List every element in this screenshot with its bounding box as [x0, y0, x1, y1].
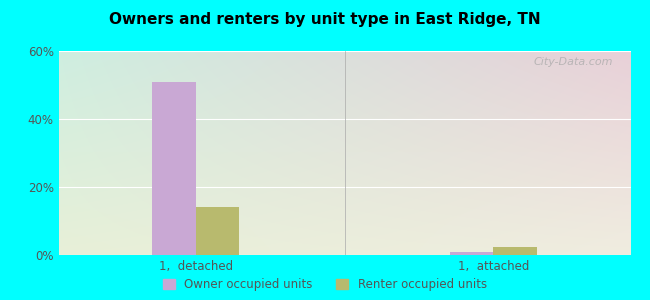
Legend: Owner occupied units, Renter occupied units: Owner occupied units, Renter occupied un…	[163, 278, 487, 291]
Bar	[152, 82, 196, 255]
Bar	[493, 247, 537, 255]
Bar	[450, 252, 493, 255]
Text: City-Data.com: City-Data.com	[534, 57, 614, 67]
Bar	[196, 207, 239, 255]
Text: Owners and renters by unit type in East Ridge, TN: Owners and renters by unit type in East …	[109, 12, 541, 27]
